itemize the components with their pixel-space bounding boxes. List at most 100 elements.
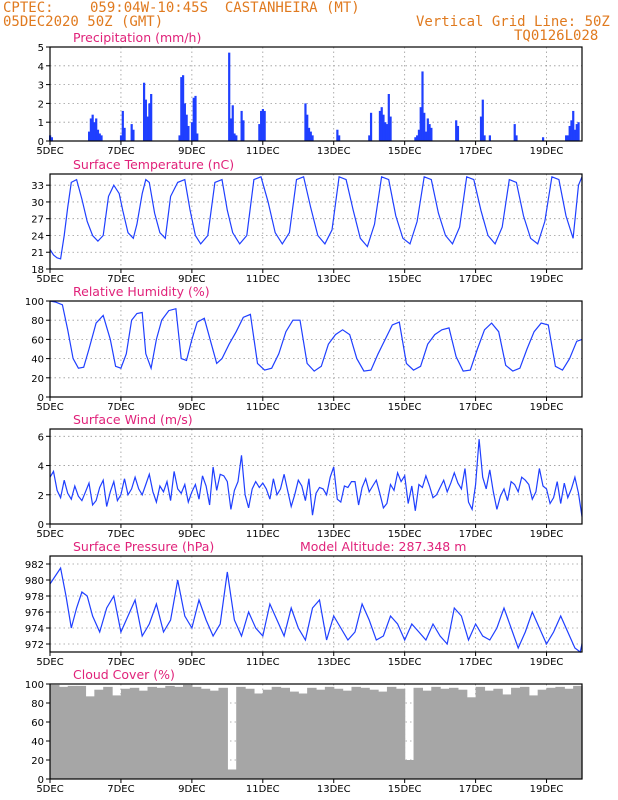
precipitation-bar <box>338 135 341 141</box>
precipitation-bar <box>565 135 568 141</box>
precipitation-bar <box>481 99 484 141</box>
pres-annotation: Model Altitude: 287.348 m <box>300 539 466 554</box>
temp-xtick-label: 15DEC <box>388 274 422 285</box>
precipitation-bar <box>416 135 419 141</box>
cloud-panel-title: Cloud Cover (%) <box>73 667 175 682</box>
cloud-cover-bar <box>573 685 583 779</box>
precipitation-bar <box>515 135 518 141</box>
cloud-cover-bar <box>112 695 122 779</box>
precipitation-bar <box>235 135 238 141</box>
wind-ytick-label: 0 <box>38 520 44 531</box>
wind-panel-title: Surface Wind (m/s) <box>73 412 193 427</box>
precipitation-bar <box>541 137 545 141</box>
header-location: 059:04W-10:45S CASTANHEIRA (MT) <box>90 0 360 16</box>
precip-xtick-label: 17DEC <box>459 146 493 157</box>
cloud-cover-bar <box>519 686 530 779</box>
cloud-cover-bar <box>85 696 95 779</box>
pres-ytick-label: 980 <box>25 576 44 587</box>
precipitation-bar <box>307 127 311 141</box>
cloud-cover-bar <box>502 694 512 779</box>
cloud-cover-bar <box>183 684 193 779</box>
cloud-plot-frame <box>49 683 583 780</box>
cloud-xtick-label: 15DEC <box>388 784 422 795</box>
precipitation-bar <box>573 129 577 141</box>
cloud-cover-bar <box>236 686 246 779</box>
precipitation-bar <box>50 137 53 141</box>
cloud-cover-bar <box>307 687 317 779</box>
rh-series-line <box>49 300 583 372</box>
precipitation-bar <box>93 122 96 141</box>
precipitation-bar <box>488 135 491 141</box>
rh-ytick-label: 80 <box>31 316 44 327</box>
precip-xtick-label: 15DEC <box>388 146 422 157</box>
precipitation-bar <box>368 135 371 141</box>
precip-xtick-label: 7DEC <box>107 146 134 157</box>
precipitation-bar <box>428 124 431 141</box>
temp-panel-title: Surface Temperature (nC) <box>73 157 234 172</box>
precipitation-bar <box>121 110 124 141</box>
wind-ytick-label: 4 <box>38 462 44 473</box>
cloud-cover-bar <box>369 689 379 779</box>
wind-xtick-label: 13DEC <box>317 529 351 540</box>
precipitation-bar <box>178 135 181 141</box>
precipitation-bar <box>311 135 314 141</box>
pres-xtick-label: 13DEC <box>317 657 351 668</box>
precipitation-bar <box>304 103 307 141</box>
pres-xtick-label: 15DEC <box>388 657 422 668</box>
precipitation-bar <box>513 124 516 141</box>
temp-xtick-label: 19DEC <box>530 274 564 285</box>
rh-ytick-label: 100 <box>25 297 44 308</box>
precipitation-bar <box>389 116 392 141</box>
precipitation-bar <box>384 122 387 141</box>
precipitation-bar <box>424 131 428 141</box>
precipitation-bar <box>369 112 373 141</box>
cloud-cover-bar <box>528 695 539 779</box>
cloud-ytick-label: 40 <box>31 737 44 748</box>
rh-panel-title: Relative Humidity (%) <box>73 284 210 299</box>
precipitation-bar <box>385 124 389 141</box>
cloud-cover-bar <box>342 690 353 779</box>
temp-ytick-label: 27 <box>31 215 44 226</box>
precipitation-bar <box>185 114 188 141</box>
cloud-cover-bar <box>493 688 503 779</box>
cloud-cover-bar <box>449 687 459 779</box>
temp-ytick-label: 18 <box>31 265 44 276</box>
rh-plot-frame <box>49 300 583 398</box>
wind-series-line <box>49 439 583 517</box>
precip-xtick-label: 11DEC <box>246 146 280 157</box>
header-code: TQ0126L028 <box>514 28 599 44</box>
precipitation-bar <box>98 133 101 141</box>
precipitation-bar <box>263 110 266 141</box>
precipitation-bar <box>258 124 261 141</box>
precipitation-bar <box>455 120 458 141</box>
precipitation-bar <box>575 124 578 141</box>
precipitation-bar <box>96 129 100 141</box>
precipitation-bar <box>242 120 245 141</box>
cloud-cover-bar <box>333 688 344 779</box>
precipitation-bar <box>382 114 385 141</box>
precipitation-bar <box>570 120 573 141</box>
temp-ytick-label: 30 <box>31 198 44 209</box>
cloud-cover-bar <box>316 689 326 779</box>
precipitation-bar <box>419 107 422 141</box>
temp-ytick-label: 21 <box>31 248 44 259</box>
cloud-cover-bar <box>138 690 149 779</box>
precipitation-bar <box>423 112 426 141</box>
rh-xtick-label: 15DEC <box>388 402 422 413</box>
precipitation-bar <box>146 116 149 141</box>
wind-xtick-label: 9DEC <box>178 529 205 540</box>
cloud-cover-bar <box>475 686 486 779</box>
cloud-ytick-label: 20 <box>31 756 44 767</box>
cloud-ytick-label: 0 <box>38 775 44 786</box>
temp-series-line <box>49 175 583 260</box>
pres-ytick-label: 976 <box>25 608 44 619</box>
precipitation-bar <box>378 110 382 141</box>
cloud-cover-bar <box>351 686 361 779</box>
pres-panel-title: Surface Pressure (hPa) <box>73 539 214 554</box>
cloud-xtick-label: 5DEC <box>36 784 63 795</box>
temp-xtick-label: 7DEC <box>107 274 134 285</box>
header-grid-note: Vertical Grid Line: 50Z <box>416 14 610 30</box>
rh-ytick-label: 60 <box>31 335 44 346</box>
precipitation-bar <box>430 127 433 141</box>
